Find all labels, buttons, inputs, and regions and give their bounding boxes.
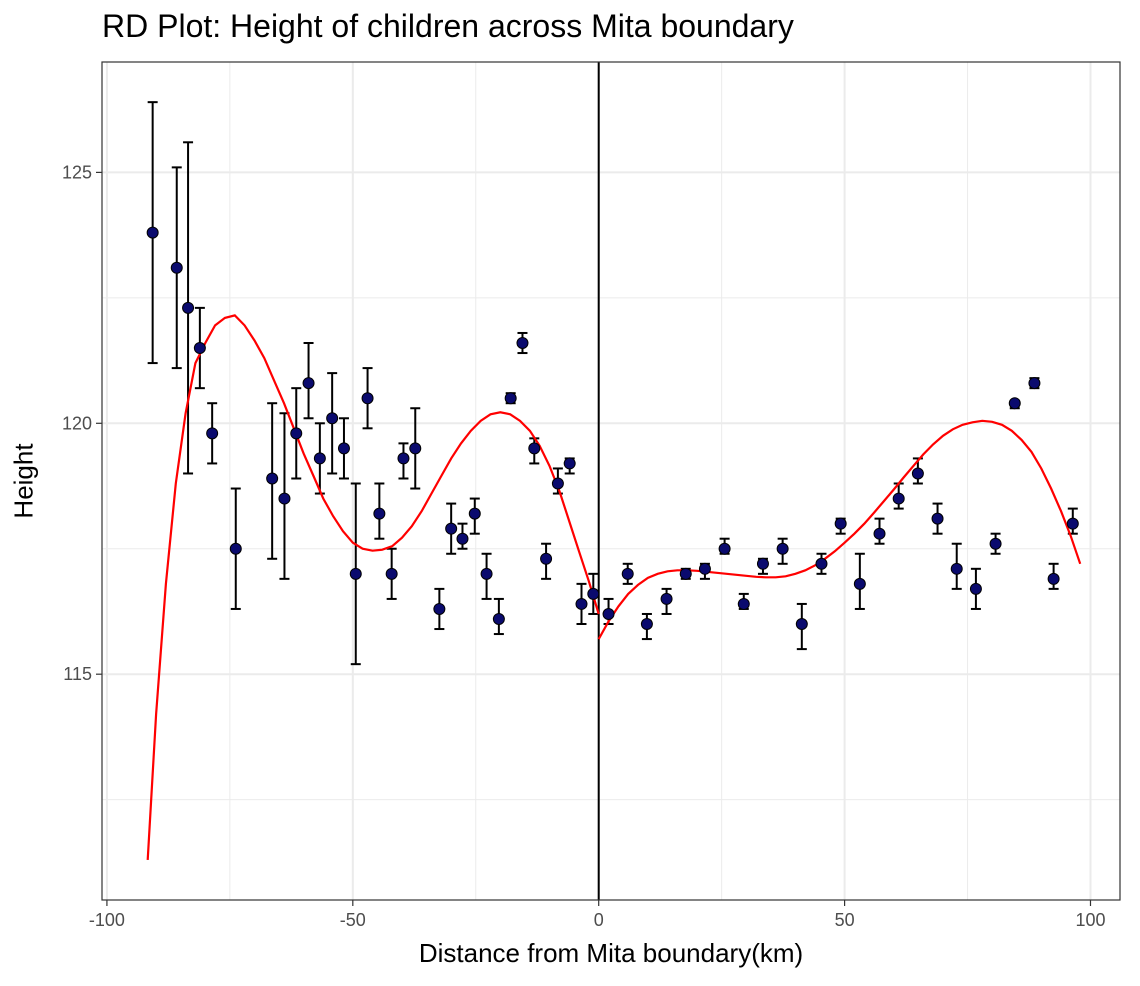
x-tick-label: 50 — [835, 910, 855, 930]
data-point — [182, 301, 195, 314]
data-point — [313, 452, 326, 465]
data-point — [1008, 397, 1021, 410]
x-tick-label: 0 — [594, 910, 604, 930]
data-point — [540, 552, 553, 565]
data-point — [587, 587, 600, 600]
data-point — [989, 537, 1002, 550]
data-point — [853, 577, 866, 590]
data-point — [397, 452, 410, 465]
data-point — [795, 618, 808, 631]
data-point — [302, 377, 315, 390]
data-point — [718, 542, 731, 555]
data-point — [776, 542, 789, 555]
data-point — [349, 567, 362, 580]
data-point — [660, 592, 673, 605]
data-point — [892, 492, 905, 505]
chart-title: RD Plot: Height of children across Mita … — [102, 8, 794, 44]
data-point — [373, 507, 386, 520]
data-point — [563, 457, 576, 470]
data-point — [640, 618, 653, 631]
data-point — [1028, 377, 1041, 390]
data-point — [146, 226, 159, 239]
data-point — [602, 607, 615, 620]
data-point — [1066, 517, 1079, 530]
data-point — [815, 557, 828, 570]
x-tick-label: 100 — [1075, 910, 1105, 930]
y-axis-label: Height — [8, 443, 39, 519]
data-point — [278, 492, 291, 505]
data-point — [326, 412, 339, 425]
data-point — [756, 557, 769, 570]
data-point — [516, 337, 529, 350]
data-point — [206, 427, 219, 440]
data-point — [931, 512, 944, 525]
data-point — [551, 477, 564, 490]
x-axis-label: Distance from Mita boundary(km) — [418, 938, 804, 968]
data-point — [170, 261, 183, 274]
y-tick-label: 115 — [63, 664, 92, 684]
data-point — [621, 567, 634, 580]
data-point — [1047, 572, 1060, 585]
data-point — [504, 392, 517, 405]
x-tick-label: -50 — [340, 910, 366, 930]
data-point — [480, 567, 493, 580]
y-axis: 115 120 125 — [62, 162, 102, 684]
data-point — [266, 472, 279, 485]
data-point — [193, 342, 206, 355]
data-point — [456, 532, 469, 545]
data-point — [679, 567, 692, 580]
data-point — [492, 612, 505, 625]
data-point — [433, 602, 446, 615]
data-point — [834, 517, 847, 530]
error-bars — [147, 101, 1078, 666]
panel-border — [101, 61, 1121, 901]
data-point — [445, 522, 458, 535]
data-point — [361, 392, 374, 405]
data-point — [290, 427, 303, 440]
fit-curve-left — [146, 314, 600, 860]
x-tick-label: -100 — [89, 910, 125, 930]
data-point — [737, 597, 750, 610]
data-point — [873, 527, 886, 540]
data-point — [385, 567, 398, 580]
data-point — [950, 562, 963, 575]
data-point — [969, 582, 982, 595]
data-point — [528, 442, 541, 455]
data-point — [698, 562, 711, 575]
fit-curve-right — [597, 419, 1082, 640]
data-point — [409, 442, 422, 455]
data-point — [911, 467, 924, 480]
data-points — [146, 226, 1079, 631]
data-point — [337, 442, 350, 455]
data-point — [229, 542, 242, 555]
data-point — [575, 597, 588, 610]
x-axis: -100 -50 0 50 100 — [89, 900, 1106, 930]
grid — [102, 62, 1120, 900]
data-point — [468, 507, 481, 520]
y-tick-label: 125 — [62, 162, 92, 182]
fit-curves — [146, 314, 1082, 860]
y-tick-label: 120 — [62, 413, 92, 433]
